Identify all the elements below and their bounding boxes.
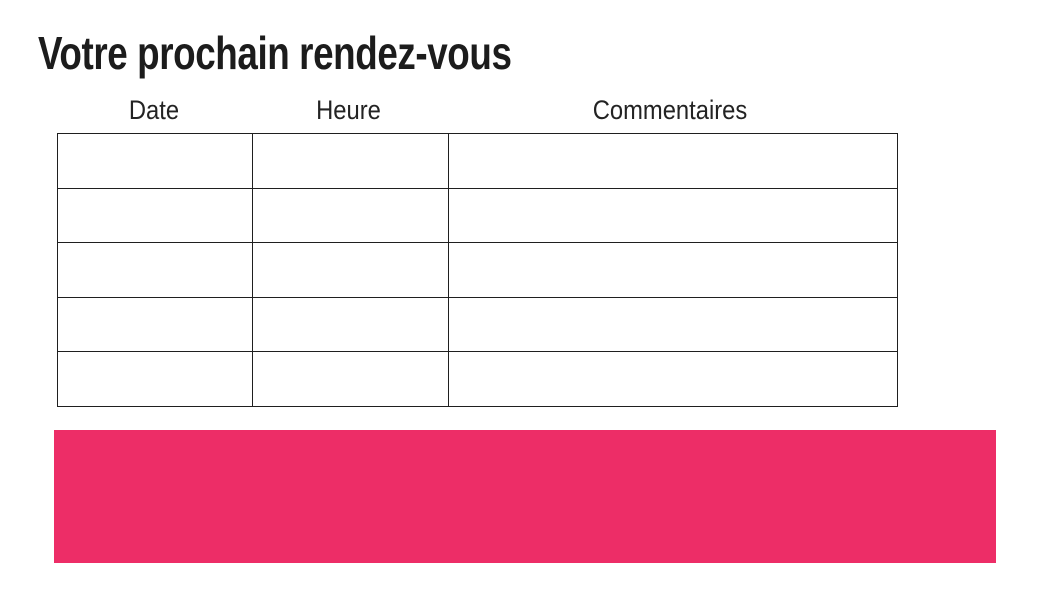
table-cell-date [57, 296, 253, 353]
table-cell-date [57, 351, 253, 407]
column-header-commentaires: Commentaires [592, 94, 748, 125]
table-header-row: Date Heure Commentaires [57, 93, 894, 127]
table-cell-commentaires [448, 296, 898, 353]
table-cell-commentaires [448, 242, 898, 298]
table-cell-date [57, 133, 253, 189]
table-cell-heure [252, 351, 449, 407]
table-row [57, 296, 898, 353]
page-title: Votre prochain rendez-vous [38, 27, 512, 79]
column-header-date: Date [128, 94, 180, 125]
table-cell-date [57, 242, 253, 298]
column-header-heure: Heure [316, 94, 381, 125]
table-cell-commentaires [448, 187, 898, 244]
table-row [57, 133, 898, 189]
table-row [57, 187, 898, 244]
table-row [57, 242, 898, 298]
table-cell-commentaires [448, 133, 898, 189]
table-cell-heure [252, 187, 449, 244]
pink-banner [54, 430, 996, 563]
table-cell-commentaires [448, 351, 898, 407]
table-cell-heure [252, 133, 449, 189]
appointments-table [57, 133, 898, 407]
table-cell-date [57, 187, 253, 244]
table-row [57, 351, 898, 407]
table-cell-heure [252, 296, 449, 353]
table-cell-heure [252, 242, 449, 298]
